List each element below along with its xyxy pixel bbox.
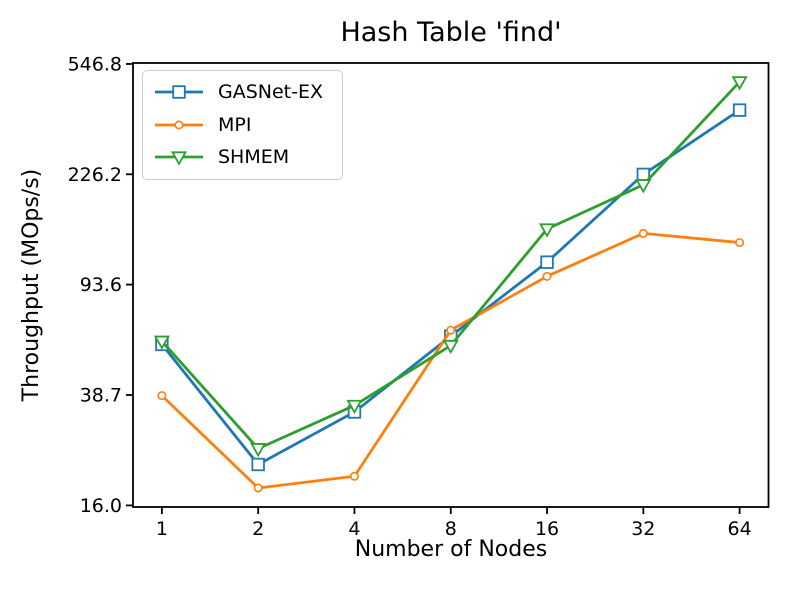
y-tick-label: 38.7 — [80, 385, 122, 407]
triangle-down-marker — [170, 151, 188, 166]
legend-label: SHMEM — [218, 146, 290, 169]
triangle-down-marker — [635, 179, 652, 194]
y-tick-label: 16.0 — [80, 495, 122, 517]
circle-marker — [638, 228, 648, 238]
triangle-down-marker — [250, 443, 267, 458]
circle-marker — [735, 238, 745, 248]
legend-entry-shmem: SHMEM — [153, 141, 342, 174]
triangle-down-marker — [153, 335, 170, 350]
square-marker — [732, 103, 747, 117]
triangle-down-marker — [346, 399, 363, 415]
y-tick-label: 546.8 — [68, 53, 122, 75]
series-line-mpi — [160, 231, 742, 490]
legend-sample-triangle-down-icon — [155, 151, 203, 166]
legend-sample-circle-icon — [155, 120, 203, 130]
legend: GASNet-EX MPI SHMEM — [142, 70, 343, 180]
square-marker — [172, 85, 186, 99]
triangle-down-marker — [538, 223, 556, 238]
x-tick-label: 1 — [156, 518, 168, 540]
x-tick-label: 32 — [631, 518, 655, 540]
legend-label: GASNet-EX — [218, 81, 324, 104]
x-tick-label: 64 — [728, 518, 752, 540]
chart-title: Hash Table 'find' — [340, 17, 562, 48]
circle-marker — [253, 483, 263, 493]
circle-marker — [157, 391, 167, 401]
circle-marker — [349, 471, 359, 481]
x-tick-label: 8 — [445, 518, 457, 540]
plot-frame — [132, 62, 770, 508]
y-tick-label: 226.2 — [68, 164, 122, 186]
legend-entry-mpi: MPI — [153, 109, 342, 142]
triangle-down-marker — [442, 339, 459, 355]
circle-marker — [542, 271, 552, 281]
x-tick-label: 16 — [535, 518, 559, 540]
square-marker — [540, 255, 554, 269]
circle-marker — [174, 120, 184, 130]
triangle-down-marker — [731, 76, 748, 91]
x-axis-label: Number of Nodes — [354, 537, 548, 562]
y-axis-label: Throughput (MOps/s) — [19, 168, 44, 402]
circle-marker — [446, 325, 456, 335]
legend-entry-gasnet-ex: GASNet-EX — [153, 76, 342, 109]
x-tick-label: 4 — [348, 518, 360, 540]
legend-sample-square-icon — [155, 85, 203, 99]
square-marker — [251, 457, 265, 472]
legend-label: MPI — [218, 113, 252, 136]
y-tick-label: 93.6 — [80, 274, 122, 296]
x-tick-label: 2 — [252, 518, 264, 540]
